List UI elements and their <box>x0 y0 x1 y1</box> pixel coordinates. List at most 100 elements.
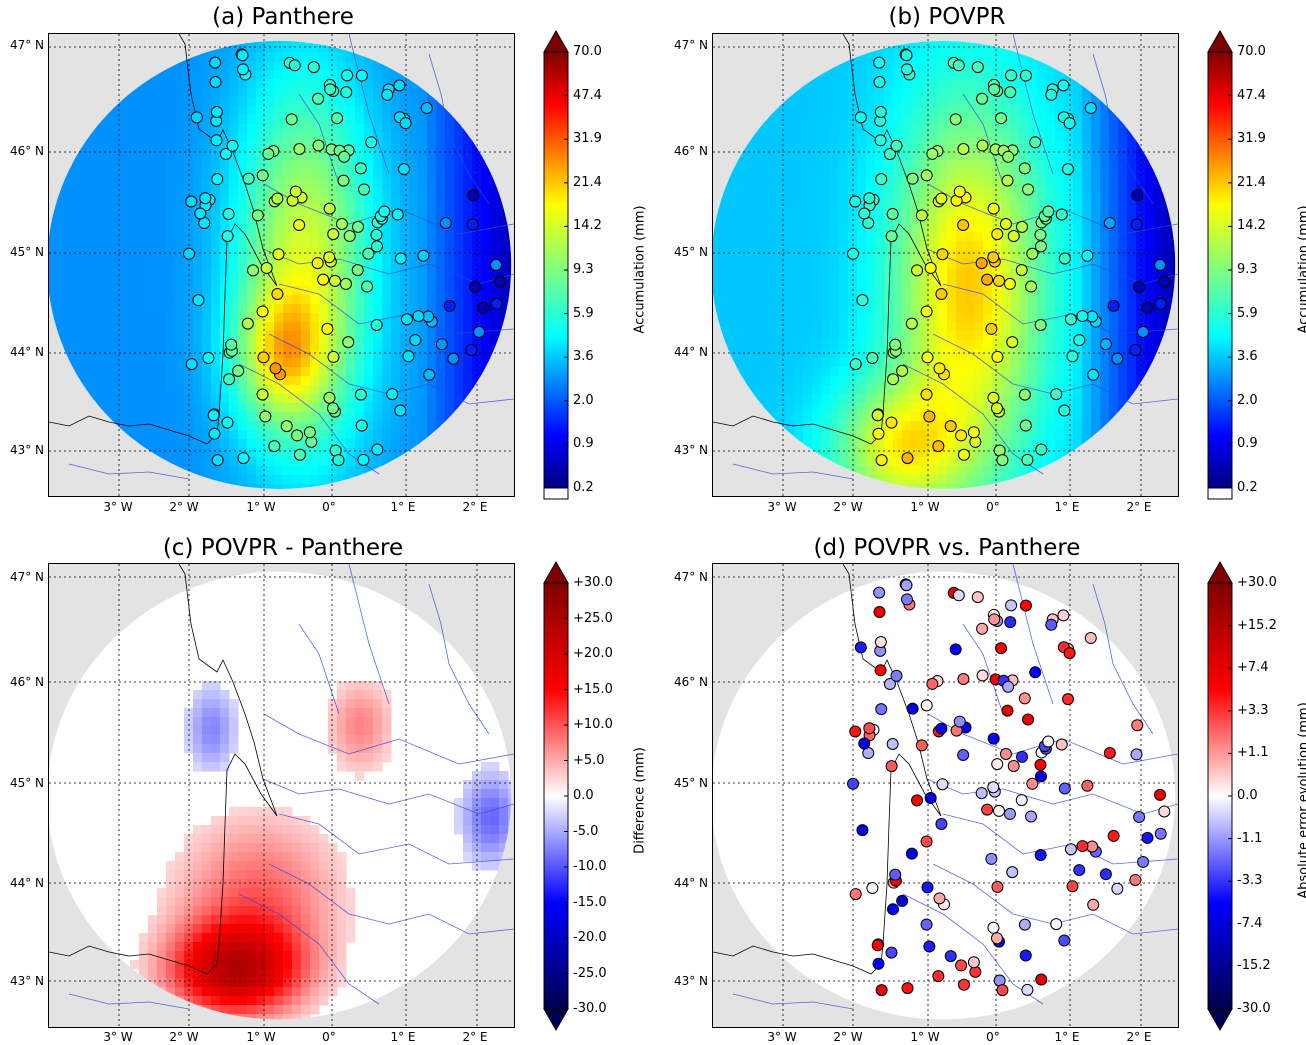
rain-gauge-station <box>1045 88 1058 101</box>
rain-gauge-station <box>357 453 370 466</box>
rain-gauge-station <box>1006 336 1019 349</box>
rain-gauge-station <box>394 404 407 417</box>
rain-gauge-station <box>323 202 336 215</box>
rain-gauge-station <box>1111 352 1124 365</box>
rain-gauge-station <box>338 150 351 163</box>
rain-gauge-station <box>1066 350 1079 363</box>
rain-gauge-station <box>211 454 224 467</box>
rain-gauge-station <box>1050 388 1063 401</box>
rain-gauge-station <box>849 358 862 371</box>
rain-gauge-station <box>324 83 337 96</box>
rain-gauge-station <box>1063 647 1076 660</box>
rain-gauge-station <box>221 230 234 243</box>
lon-label: 2° W <box>833 500 863 514</box>
rain-gauge-station <box>926 677 939 690</box>
rain-gauge-station <box>288 59 301 72</box>
rain-gauge-station <box>971 591 984 604</box>
rain-gauge-station <box>991 880 1004 893</box>
lon-label: 1° E <box>1054 1030 1080 1044</box>
rain-gauge-station <box>1081 779 1094 792</box>
rain-gauge-station <box>873 56 886 69</box>
colorbar-tick-label: 9.3 <box>1237 262 1258 277</box>
colorbar-tick-label: +3.3 <box>1237 702 1269 718</box>
rain-gauge-station <box>271 192 284 205</box>
rain-gauge-station <box>920 835 933 848</box>
river-line <box>428 53 490 205</box>
rain-gauge-station <box>1087 898 1100 911</box>
colorbar-tick-label: 70.0 <box>1237 44 1266 59</box>
rain-gauge-station <box>371 443 384 456</box>
rain-gauge-station <box>873 606 886 619</box>
colorbar-tick-label: -5.0 <box>573 823 599 839</box>
lon-label: 2° E <box>462 1030 488 1044</box>
rain-gauge-station <box>247 264 260 277</box>
river-line <box>298 93 340 185</box>
rain-gauge-station <box>226 139 239 152</box>
rain-gauge-station <box>1022 183 1035 196</box>
rain-gauge-station <box>303 426 316 439</box>
rain-gauge-station <box>467 189 480 202</box>
coastline <box>49 34 278 445</box>
rain-gauge-station <box>1018 162 1031 175</box>
rain-gauge-station <box>394 252 407 265</box>
rain-gauge-station <box>856 824 869 837</box>
rain-gauge-station <box>849 195 862 208</box>
rain-gauge-station <box>1061 693 1074 706</box>
rain-gauge-station <box>901 982 914 995</box>
lon-label: 2° W <box>169 1030 199 1044</box>
rain-gauge-station <box>967 956 980 969</box>
lon-label: 0° <box>986 500 1000 514</box>
rain-gauge-station <box>1073 334 1086 347</box>
rain-gauge-station <box>1022 713 1035 726</box>
rain-gauge-station <box>337 174 350 187</box>
colorbar-tick-label: 9.3 <box>573 262 594 277</box>
colorbar-tick-label: 3.6 <box>573 349 594 365</box>
rain-gauge-station <box>386 388 399 401</box>
colorbar-tick-label: 0.0 <box>1237 788 1258 803</box>
rain-gauge-station <box>905 317 918 330</box>
rain-gauge-station <box>1107 299 1120 312</box>
rain-gauge-station <box>1002 150 1015 163</box>
rain-gauge-station <box>409 334 422 347</box>
rain-gauge-station <box>999 748 1012 761</box>
lat-label: 45° N <box>673 245 708 259</box>
panel-a-title: (a) Panthere <box>212 4 354 30</box>
rain-gauge-station <box>906 702 919 715</box>
rain-gauge-station <box>1064 843 1077 856</box>
rain-gauge-station <box>1057 609 1070 622</box>
rain-gauge-station <box>209 56 222 69</box>
colorbar-tick-label: +10.0 <box>573 717 613 732</box>
colorbar-d <box>1207 560 1233 1032</box>
rain-gauge-station <box>996 984 1009 997</box>
rain-gauge-station <box>1015 794 1028 807</box>
rain-gauge-station <box>1129 873 1142 886</box>
rain-gauge-station <box>900 593 913 606</box>
rain-gauge-station <box>901 452 914 465</box>
colorbar-tick-label: -15.2 <box>1237 958 1271 974</box>
lat-label: 46° N <box>9 144 44 158</box>
rain-gauge-station <box>849 888 862 901</box>
rain-gauge-station <box>1084 632 1097 645</box>
rain-gauge-station <box>1064 313 1077 326</box>
rain-gauge-station <box>256 169 269 182</box>
lon-label: 3° W <box>767 500 797 514</box>
map-b-svg <box>713 34 1178 496</box>
colorbar-tick-label: 21.4 <box>1237 174 1266 190</box>
rain-gauge-station <box>1130 218 1143 231</box>
rain-gauge-station <box>259 410 272 423</box>
lat-label: 45° N <box>9 776 44 790</box>
colorbar-tick-label: +25.0 <box>573 610 613 626</box>
river-line <box>962 93 1004 185</box>
rain-gauge-station <box>331 112 344 125</box>
rain-gauge-station <box>1131 189 1144 202</box>
rain-gauge-station <box>911 794 924 807</box>
rain-gauge-station <box>490 258 503 271</box>
rain-gauge-station <box>222 207 235 220</box>
rain-gauge-station <box>1005 69 1018 82</box>
rain-gauge-station <box>896 364 909 377</box>
rain-gauge-station <box>1154 297 1167 310</box>
rain-gauge-station <box>1034 770 1047 783</box>
rain-gauge-station <box>328 274 341 287</box>
rain-gauge-station <box>469 281 482 294</box>
rain-gauge-station <box>311 257 324 270</box>
